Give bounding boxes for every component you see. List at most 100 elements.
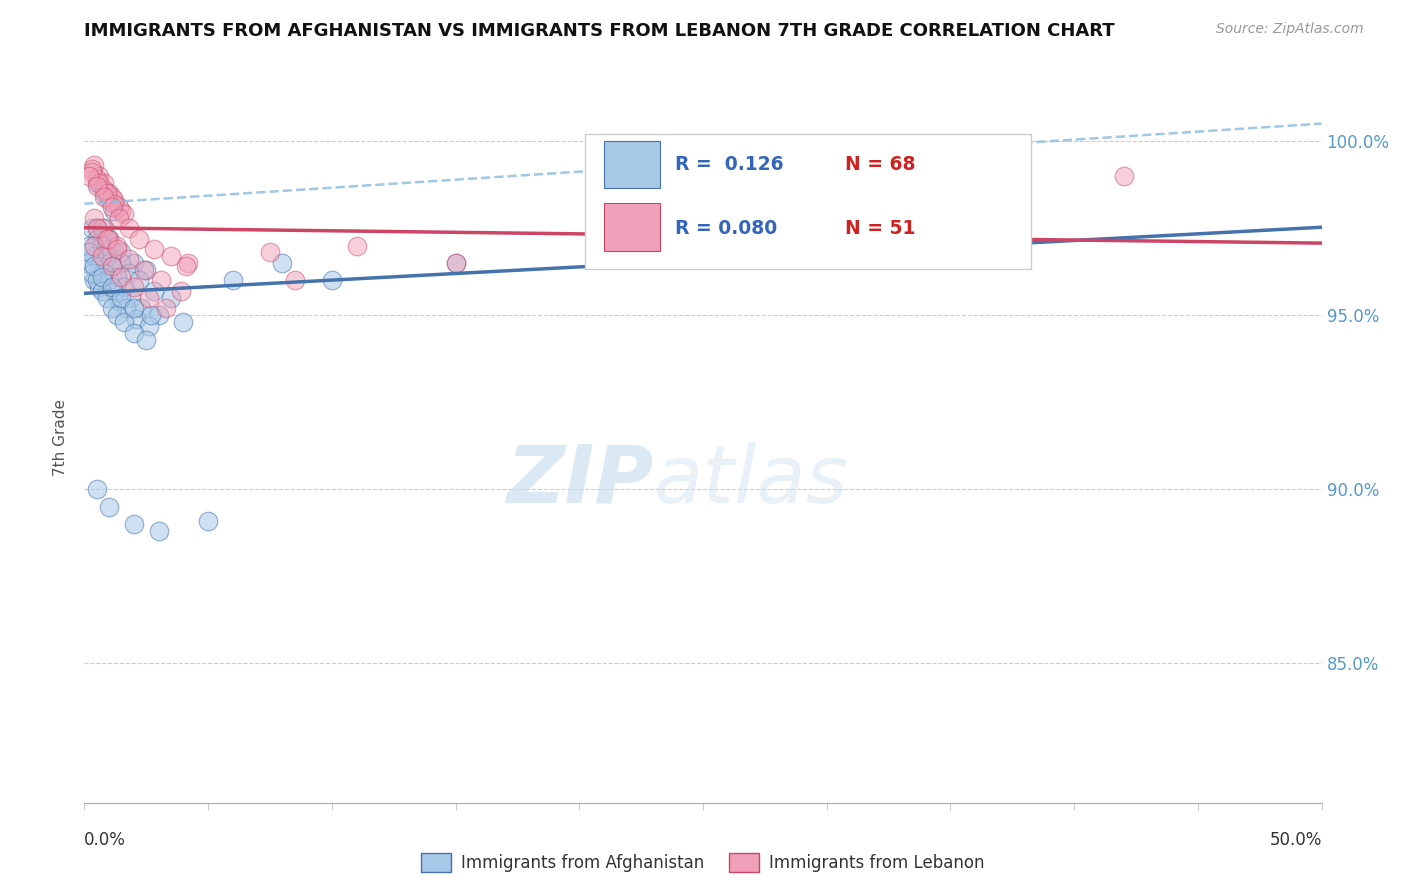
Point [108, 294, 131, 309]
Point [96, 186, 118, 201]
Point [118, 252, 141, 267]
Point [98, 500, 121, 514]
Text: 50.0%: 50.0% [1270, 830, 1322, 848]
Point [100, 301, 122, 316]
Point [100, 260, 122, 274]
Point [83, 249, 105, 263]
Point [259, 245, 281, 260]
Point [96, 231, 118, 245]
Point [83, 158, 105, 172]
Point [96, 249, 118, 263]
Point [128, 273, 150, 287]
Point [122, 517, 145, 532]
Point [148, 308, 170, 322]
Point [79, 238, 101, 252]
Point [142, 284, 165, 298]
Point [83, 211, 105, 225]
Point [83, 273, 105, 287]
Point [90, 231, 112, 245]
Text: IMMIGRANTS FROM AFGHANISTAN VS IMMIGRANTS FROM LEBANON 7TH GRADE CORRELATION CHA: IMMIGRANTS FROM AFGHANISTAN VS IMMIGRANT… [84, 22, 1115, 40]
Point [80, 221, 103, 235]
Point [90, 284, 112, 298]
Bar [605, 203, 659, 251]
Legend: Immigrants from Afghanistan, Immigrants from Lebanon: Immigrants from Afghanistan, Immigrants … [415, 846, 991, 879]
Point [1112, 169, 1135, 183]
Point [118, 221, 141, 235]
Point [284, 273, 307, 287]
Point [177, 256, 200, 270]
Point [346, 238, 368, 252]
Text: R =  0.126: R = 0.126 [675, 155, 783, 175]
Point [86, 176, 108, 190]
Point [80, 165, 103, 179]
Point [89, 260, 111, 274]
Point [155, 301, 177, 316]
Point [100, 260, 122, 274]
Point [86, 172, 108, 186]
Point [160, 291, 183, 305]
Point [122, 280, 145, 294]
Point [138, 291, 160, 305]
Point [105, 242, 128, 256]
Point [86, 179, 108, 194]
Point [96, 291, 118, 305]
Point [141, 308, 163, 322]
Point [105, 269, 128, 284]
Point [112, 280, 135, 294]
Text: N = 68: N = 68 [845, 155, 915, 175]
Point [98, 231, 121, 245]
Point [110, 245, 132, 260]
Text: Source: ZipAtlas.com: Source: ZipAtlas.com [1216, 22, 1364, 37]
Bar [605, 141, 659, 188]
Point [89, 176, 111, 190]
Point [90, 221, 112, 235]
Point [160, 249, 183, 263]
Point [79, 245, 101, 260]
Point [444, 256, 467, 270]
Point [197, 514, 219, 528]
Y-axis label: 7th Grade: 7th Grade [53, 399, 69, 475]
Point [93, 183, 115, 197]
Point [110, 269, 132, 284]
Point [93, 221, 115, 235]
Point [98, 231, 121, 245]
Point [86, 221, 108, 235]
Point [271, 256, 294, 270]
Point [128, 231, 150, 245]
FancyBboxPatch shape [585, 134, 1031, 268]
Point [122, 256, 145, 270]
Point [135, 263, 157, 277]
Point [103, 193, 125, 207]
Point [692, 169, 714, 183]
Point [93, 176, 115, 190]
Point [321, 273, 343, 287]
Point [100, 200, 122, 214]
Point [90, 249, 112, 263]
Point [86, 483, 108, 497]
Point [100, 190, 122, 204]
Point [83, 238, 105, 252]
Point [90, 269, 112, 284]
Point [112, 315, 135, 329]
Text: 0.0%: 0.0% [84, 830, 127, 848]
Point [86, 231, 108, 245]
Point [76, 256, 98, 270]
Point [142, 242, 165, 256]
Point [120, 291, 142, 305]
Point [93, 266, 115, 280]
Point [138, 318, 160, 333]
Point [174, 260, 197, 274]
Point [86, 273, 108, 287]
Point [444, 256, 467, 270]
Point [103, 196, 125, 211]
Point [148, 524, 170, 538]
Point [103, 203, 125, 218]
Point [79, 169, 101, 183]
Point [90, 238, 112, 252]
Point [89, 169, 111, 183]
Point [172, 315, 194, 329]
Point [98, 193, 121, 207]
Point [115, 301, 138, 316]
Point [815, 238, 838, 252]
Point [129, 301, 152, 316]
